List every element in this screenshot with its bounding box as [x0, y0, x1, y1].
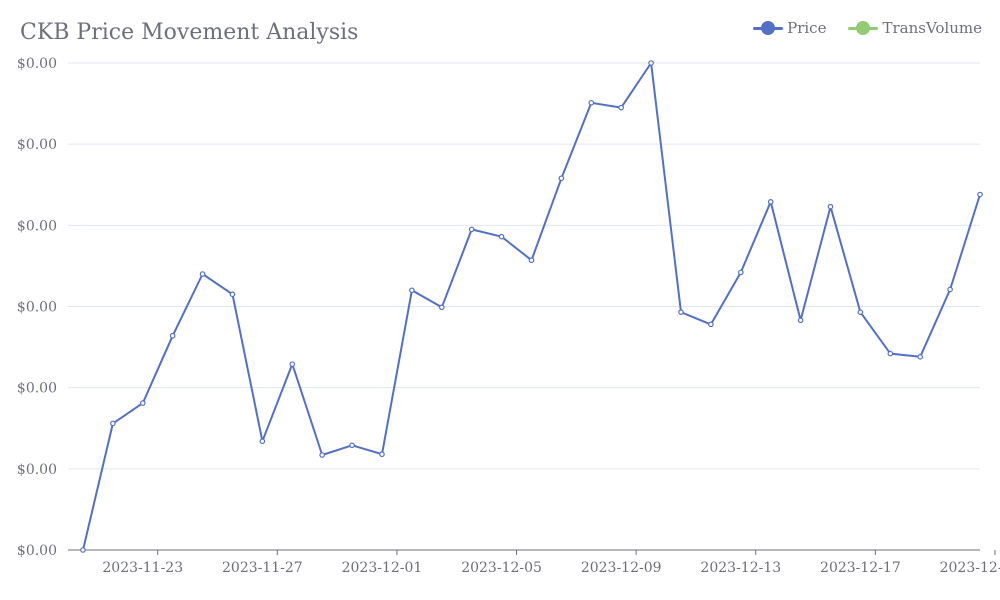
x-tick-label: 2023-12-09 — [581, 560, 662, 576]
legend: Price TransVolume — [753, 19, 982, 37]
legend-swatch-price — [753, 21, 784, 35]
data-point — [229, 291, 236, 298]
data-point — [887, 350, 894, 357]
data-point — [947, 286, 953, 293]
data-point — [797, 317, 804, 324]
x-tick-label: 2023-11-27 — [222, 560, 303, 576]
data-point — [498, 233, 505, 240]
data-point — [468, 226, 475, 233]
data-point — [977, 191, 983, 198]
data-point — [289, 361, 296, 367]
data-point — [409, 287, 415, 294]
data-point — [528, 257, 535, 264]
data-point — [558, 175, 565, 182]
legend-dot-price — [761, 21, 776, 35]
data-point — [827, 203, 834, 210]
data-point — [618, 104, 624, 111]
x-tick-label: 2023-12-13 — [700, 560, 781, 576]
data-point — [678, 309, 684, 315]
x-tick-label: 2023-12-21 — [940, 560, 1000, 576]
y-tick-label: $0.00 — [17, 137, 57, 153]
data-point — [648, 60, 654, 66]
y-tick-label: $0.00 — [17, 56, 57, 72]
data-point — [139, 400, 146, 406]
x-tick-label: 2023-12-17 — [820, 560, 901, 576]
y-tick-label: $0.00 — [17, 300, 57, 316]
legend-item-transvolume[interactable]: TransVolume — [848, 19, 982, 37]
legend-item-price[interactable]: Price — [753, 19, 826, 37]
data-point — [708, 321, 714, 328]
data-point — [588, 99, 595, 106]
data-point — [80, 547, 86, 553]
data-point — [319, 452, 325, 458]
data-point — [199, 271, 206, 277]
data-point — [379, 451, 385, 458]
legend-label-price: Price — [787, 19, 827, 37]
y-tick-label: $0.00 — [17, 381, 57, 397]
data-point — [737, 269, 744, 276]
data-point — [767, 198, 774, 205]
y-tick-label: $0.00 — [17, 462, 57, 478]
legend-swatch-transvolume — [848, 21, 879, 35]
y-tick-label: $0.00 — [17, 218, 57, 234]
x-tick-label: 2023-11-23 — [102, 560, 183, 576]
x-tick-label: 2023-12-05 — [461, 560, 542, 576]
x-tick-label: 2023-12-01 — [342, 560, 423, 576]
legend-label-transvolume: TransVolume — [882, 19, 982, 37]
data-point — [438, 304, 445, 311]
y-tick-label: $0.00 — [17, 543, 57, 559]
data-point — [169, 332, 176, 339]
chart-title: CKB Price Movement Analysis — [20, 20, 359, 45]
data-point — [259, 438, 266, 445]
data-point — [349, 442, 355, 449]
data-point — [917, 354, 923, 360]
legend-dot-transvolume — [856, 21, 871, 35]
data-point — [110, 420, 116, 427]
data-point — [857, 309, 864, 315]
